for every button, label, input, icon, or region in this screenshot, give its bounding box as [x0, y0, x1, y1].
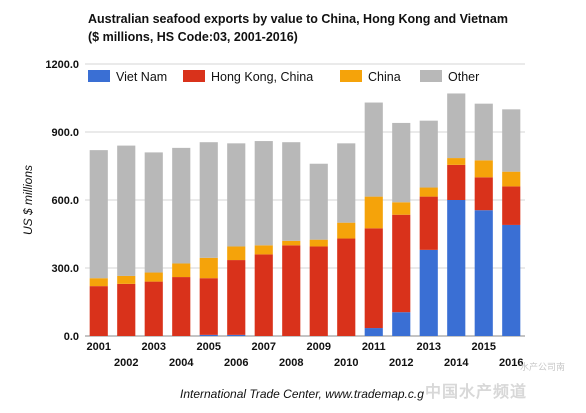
bar-segment-china-2003 [144, 272, 163, 282]
x-tick-label: 2005 [197, 341, 221, 353]
x-tick-label: 2009 [307, 341, 331, 353]
bar-segment-other-2008 [282, 142, 301, 241]
bar-segment-other-2005 [199, 142, 218, 258]
bar-segment-other-2010 [337, 143, 356, 223]
bar-segment-other-2015 [474, 103, 493, 161]
y-tick-label: 900.0 [51, 127, 79, 139]
bar-segment-viet-nam-2014 [447, 200, 466, 336]
x-tick-label: 2006 [224, 357, 248, 369]
bar-segment-hong-kong-china-2005 [199, 278, 218, 335]
bar-segment-other-2004 [172, 147, 191, 264]
bar-segment-other-2002 [117, 145, 136, 276]
bar-segment-hong-kong-china-2004 [172, 277, 191, 336]
bar-segment-viet-nam-2013 [419, 249, 438, 336]
bar-segment-other-2014 [447, 93, 466, 159]
bar-segment-hong-kong-china-2006 [227, 260, 246, 335]
legend-swatch [183, 70, 205, 82]
x-tick-label: 2011 [362, 341, 386, 353]
bar-segment-china-2014 [447, 158, 466, 165]
x-tick-label: 2007 [252, 341, 276, 353]
x-tick-label: 2004 [169, 357, 194, 369]
source-caption: International Trade Center, www.trademap… [180, 387, 424, 401]
bar-segment-hong-kong-china-2002 [117, 283, 136, 336]
x-tick-label: 2008 [279, 357, 303, 369]
legend-swatch [88, 70, 110, 82]
bar-segment-china-2002 [117, 275, 136, 284]
bar-segment-china-2012 [392, 202, 411, 215]
bar-segment-china-2005 [199, 257, 218, 279]
x-tick-label: 2001 [87, 341, 111, 353]
x-tick-label: 2002 [114, 357, 138, 369]
bar-segment-hong-kong-china-2007 [254, 254, 273, 336]
y-tick-label: 1200.0 [45, 59, 79, 71]
x-tick-label: 2016 [499, 357, 523, 369]
watermark-text: 水产公司南 [520, 362, 566, 372]
x-tick-label: 2012 [389, 357, 413, 369]
bar-segment-viet-nam-2015 [474, 210, 493, 336]
legend-label: Viet Nam [116, 70, 167, 84]
bar-segment-china-2001 [89, 278, 108, 287]
bar-segment-viet-nam-2005 [199, 334, 218, 336]
y-tick-label: 300.0 [51, 263, 79, 275]
bar-segment-china-2011 [364, 196, 383, 229]
watermark-logo-text: 中国水产频道 [425, 384, 528, 401]
bar-segment-china-2004 [172, 263, 191, 278]
bar-segment-china-2008 [282, 240, 301, 246]
bar-segment-china-2009 [309, 239, 328, 247]
legend-label: Other [448, 70, 479, 84]
chart-title: Australian seafood exports by value to C… [88, 12, 508, 44]
bar-segment-china-2016 [502, 171, 521, 187]
bar-segment-hong-kong-china-2008 [282, 245, 301, 336]
bar-segment-hong-kong-china-2001 [89, 286, 108, 336]
bar-segment-hong-kong-china-2015 [474, 177, 493, 211]
legend: Viet Nam Hong Kong, China China Other [88, 70, 479, 84]
bar-segment-china-2007 [254, 245, 273, 255]
bar-segment-other-2011 [364, 102, 383, 197]
bar-segment-china-2015 [474, 160, 493, 178]
bar-segment-hong-kong-china-2011 [364, 228, 383, 329]
bar-segment-hong-kong-china-2014 [447, 164, 466, 200]
legend-label: Hong Kong, China [211, 70, 313, 84]
bar-segment-hong-kong-china-2003 [144, 281, 163, 336]
bars [89, 93, 521, 336]
bar-segment-hong-kong-china-2010 [337, 238, 356, 336]
bar-segment-china-2013 [419, 187, 438, 197]
bar-segment-other-2003 [144, 152, 163, 273]
bar-segment-other-2006 [227, 143, 246, 247]
y-tick-label: 0.0 [64, 331, 79, 343]
y-axis: 0.0 300.0 600.0 900.0 1200.0 [45, 59, 79, 343]
bar-segment-hong-kong-china-2009 [309, 246, 328, 336]
bar-segment-viet-nam-2012 [392, 312, 411, 336]
y-axis-label: US $ millions [21, 165, 35, 235]
legend-label: China [368, 70, 401, 84]
bar-segment-hong-kong-china-2016 [502, 186, 521, 225]
x-tick-label: 2010 [334, 357, 358, 369]
bar-segment-other-2001 [89, 150, 108, 279]
bar-segment-viet-nam-2011 [364, 328, 383, 336]
bar-segment-viet-nam-2006 [227, 334, 246, 336]
x-tick-label: 2015 [472, 341, 496, 353]
x-tick-label: 2013 [417, 341, 441, 353]
x-tick-label: 2003 [142, 341, 166, 353]
y-tick-label: 600.0 [51, 195, 79, 207]
bar-segment-other-2013 [419, 120, 438, 188]
x-tick-label: 2014 [444, 357, 469, 369]
bar-segment-other-2009 [309, 163, 328, 240]
legend-swatch [340, 70, 362, 82]
bar-segment-hong-kong-china-2012 [392, 214, 411, 313]
bar-segment-other-2007 [254, 141, 273, 246]
bar-segment-china-2010 [337, 222, 356, 239]
bar-segment-other-2012 [392, 122, 411, 203]
bar-segment-viet-nam-2016 [502, 224, 521, 336]
bar-segment-hong-kong-china-2013 [419, 196, 438, 250]
bar-segment-other-2016 [502, 109, 521, 172]
legend-swatch [420, 70, 442, 82]
bar-segment-china-2006 [227, 246, 246, 261]
